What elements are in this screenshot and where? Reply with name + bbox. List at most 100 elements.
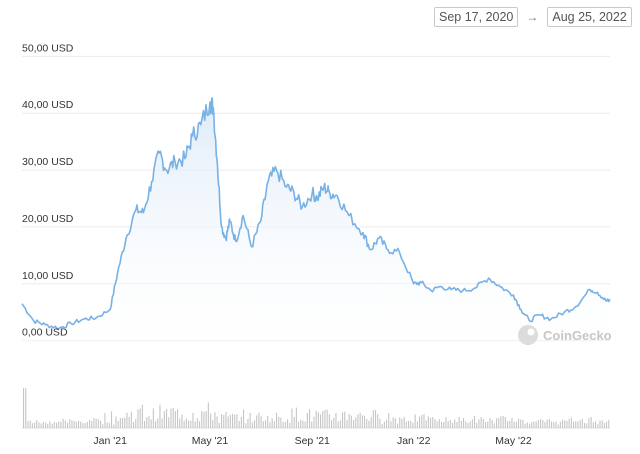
- price-area: [22, 98, 610, 352]
- volume-bar: [372, 410, 374, 428]
- volume-bar: [265, 420, 267, 428]
- volume-bar: [152, 408, 154, 428]
- volume-bar: [201, 411, 203, 428]
- volume-bar: [64, 420, 66, 428]
- volume-bar: [234, 414, 236, 428]
- volume-bar: [346, 420, 348, 428]
- volume-bar: [157, 418, 159, 428]
- volume-bar: [172, 407, 174, 428]
- volume-bar: [474, 416, 476, 428]
- volume-bar: [548, 419, 550, 428]
- volume-bar: [445, 417, 447, 428]
- volume-bar: [210, 413, 212, 428]
- volume-bar: [236, 414, 238, 428]
- volume-bar: [69, 419, 71, 428]
- volume-bar: [192, 412, 194, 428]
- volume-bar: [86, 422, 88, 428]
- volume-bar: [355, 417, 357, 428]
- volume-bar: [410, 421, 412, 428]
- volume-bar: [458, 416, 460, 428]
- volume-bar: [577, 421, 579, 428]
- volume-bar: [144, 420, 146, 428]
- volume-bar: [480, 417, 482, 428]
- volume-bar: [302, 420, 304, 428]
- volume-bar: [399, 417, 401, 428]
- volume-bar: [214, 412, 216, 428]
- volume-bar: [67, 422, 69, 428]
- volume-bar: [207, 402, 209, 428]
- volume-bar: [432, 417, 434, 428]
- volume-bar: [599, 420, 601, 428]
- volume-bar: [141, 404, 143, 428]
- volume-bar: [258, 412, 260, 428]
- volume-bar: [95, 418, 97, 428]
- volume-bar: [375, 410, 377, 428]
- volume-bar: [139, 408, 141, 428]
- volume-bar: [212, 419, 214, 428]
- volume-bar: [564, 420, 566, 428]
- volume-bar: [386, 419, 388, 428]
- volume-bar: [280, 417, 282, 428]
- volume-bar: [40, 423, 42, 428]
- volume-bar: [603, 422, 605, 428]
- volume-bar: [119, 418, 121, 428]
- volume-bar: [430, 417, 432, 428]
- x-tick-label-1: May '21: [192, 435, 229, 447]
- watermark-text: CoinGecko: [543, 328, 612, 343]
- volume-bar: [595, 421, 597, 428]
- volume-bar: [82, 423, 84, 428]
- volume-bar: [130, 411, 132, 428]
- volume-bar: [146, 417, 148, 428]
- volume-bar: [128, 416, 130, 428]
- volume-bar: [271, 418, 273, 428]
- volume-bar: [482, 418, 484, 428]
- volume-bar: [379, 418, 381, 428]
- volume-bar: [196, 418, 198, 428]
- volume-bar: [553, 422, 555, 428]
- volume-bar: [476, 422, 478, 428]
- volume-bar: [36, 420, 38, 428]
- x-tick-label-4: May '22: [495, 435, 532, 447]
- volume-bar: [155, 421, 157, 428]
- volume-bar: [113, 424, 115, 428]
- volume-bar: [454, 419, 456, 428]
- price-line: [21, 97, 611, 330]
- volume-bar: [324, 409, 326, 428]
- volume-bar: [443, 422, 445, 428]
- line-layer: [21, 97, 611, 330]
- volume-bar: [350, 415, 352, 428]
- volume-bar: [348, 414, 350, 428]
- volume-bar: [313, 416, 315, 428]
- volume-bar: [542, 420, 544, 428]
- volume-bar: [414, 414, 416, 428]
- volume-bar: [269, 422, 271, 428]
- volume-bar: [337, 421, 339, 428]
- volume-bar: [56, 422, 58, 428]
- volume-bar: [416, 421, 418, 428]
- volume-bar: [507, 421, 509, 428]
- volume-bar: [188, 420, 190, 428]
- volume-bar: [38, 422, 40, 428]
- volume-bar: [478, 419, 480, 428]
- volume-bar: [100, 420, 102, 428]
- volume-bar: [597, 424, 599, 428]
- volume-bar: [84, 423, 86, 428]
- volume-bar: [317, 412, 319, 428]
- volume-bar: [223, 415, 225, 428]
- volume-bar: [557, 424, 559, 428]
- volume-bar: [331, 420, 333, 428]
- volume-bar: [124, 417, 126, 428]
- volume-bar: [423, 414, 425, 428]
- volume-bar: [412, 422, 414, 428]
- volume-bar: [295, 407, 297, 428]
- range-start-date[interactable]: Sep 17, 2020: [434, 7, 519, 27]
- y-tick-label-3: 30,00 USD: [22, 156, 74, 168]
- volume-bar: [361, 415, 363, 428]
- volume-bar: [544, 422, 546, 428]
- range-end-date[interactable]: Aug 25, 2022: [547, 7, 632, 27]
- volume-bar: [493, 423, 495, 428]
- arrow-right-icon: →: [526, 10, 539, 24]
- y-tick-label-1: 10,00 USD: [22, 270, 74, 282]
- volume-bar: [344, 411, 346, 428]
- volume-bar: [135, 419, 137, 428]
